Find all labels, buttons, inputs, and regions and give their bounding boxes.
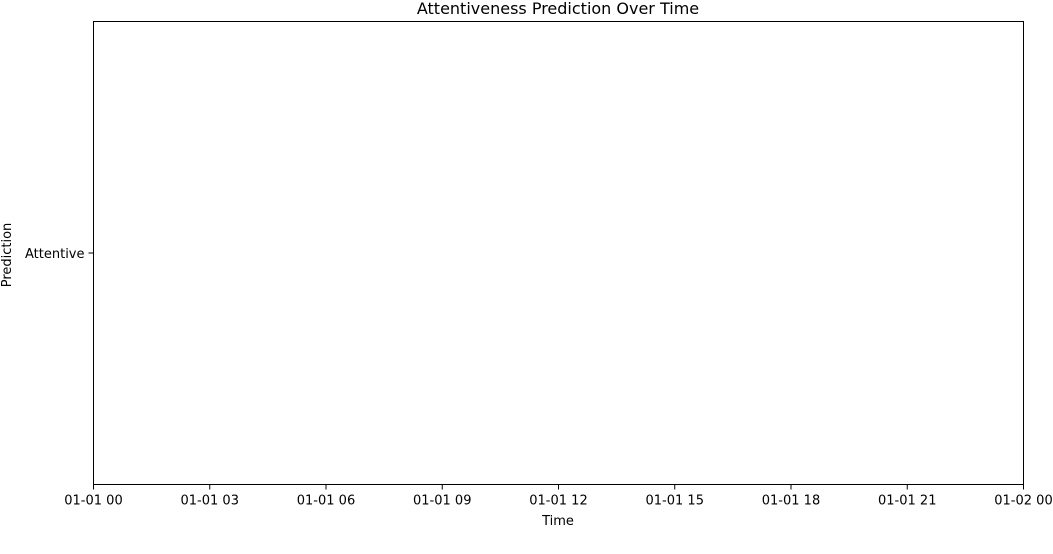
y-axis-ticks: Attentive	[25, 247, 94, 262]
x-axis-ticks: 01-01 00 01-01 03 01-01 06 01-01 09 01-01 12…	[64, 484, 1053, 509]
x-tick-label: 01-01 03	[181, 494, 239, 509]
x-tick-label: 01-01 09	[413, 494, 471, 509]
x-tick-label: 01-02 00	[994, 494, 1052, 509]
x-tick-label: 01-01 15	[646, 494, 704, 509]
plot-area	[93, 21, 1024, 485]
y-axis-label: Prediction	[0, 223, 15, 288]
chart-title: Attentiveness Prediction Over Time	[417, 0, 699, 18]
x-tick-label: 01-01 18	[762, 494, 820, 509]
x-tick-label: 01-01 06	[297, 494, 355, 509]
y-tick-label: Attentive	[25, 247, 85, 262]
x-tick-label: 01-01 21	[878, 494, 936, 509]
x-axis-label: Time	[541, 514, 574, 529]
x-tick-label: 01-01 12	[529, 494, 587, 509]
x-tick-label: 01-01 00	[64, 494, 122, 509]
